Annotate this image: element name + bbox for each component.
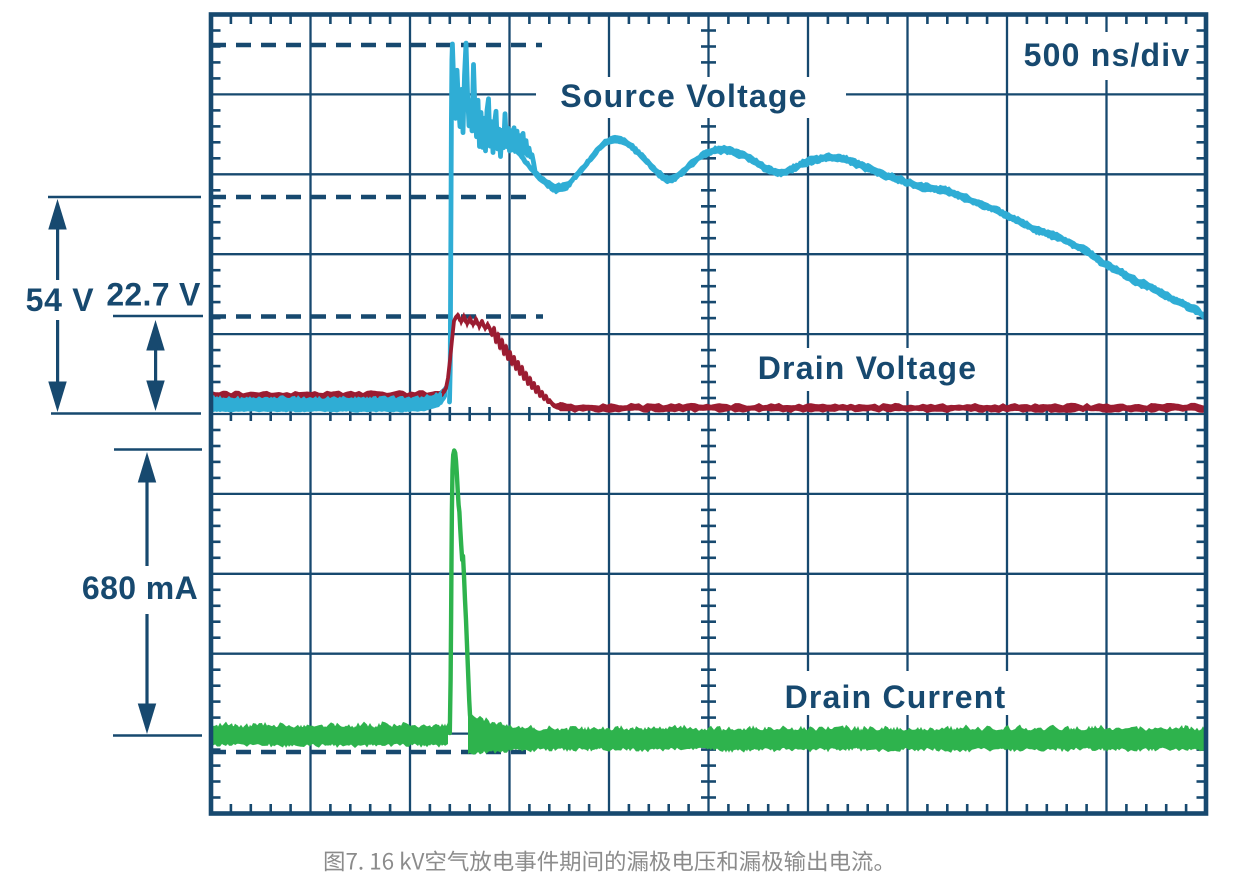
svg-text:Source Voltage: Source Voltage xyxy=(560,78,807,114)
svg-text:Drain Current: Drain Current xyxy=(785,679,1007,715)
svg-text:680 mA: 680 mA xyxy=(82,570,198,606)
svg-text:54 V: 54 V xyxy=(26,282,95,318)
svg-text:500 ns/div: 500 ns/div xyxy=(1024,37,1191,73)
svg-text:Drain Voltage: Drain Voltage xyxy=(758,350,978,386)
svg-text:22.7 V: 22.7 V xyxy=(106,277,201,313)
